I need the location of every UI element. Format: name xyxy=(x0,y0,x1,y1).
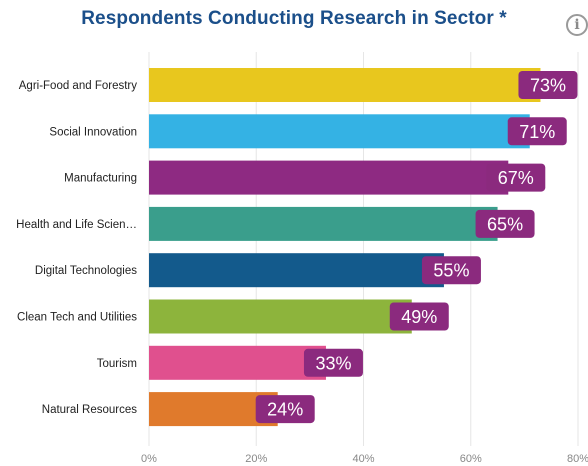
data-label-text: 49% xyxy=(401,307,437,327)
category-label: Health and Life Scien… xyxy=(16,219,137,231)
category-label: Natural Resources xyxy=(42,404,137,416)
data-label: 71% xyxy=(507,117,567,146)
data-label: 33% xyxy=(303,348,363,377)
bars xyxy=(149,68,541,427)
category-label: Tourism xyxy=(97,358,137,370)
x-tick-label: 40% xyxy=(352,453,374,465)
data-label: 67% xyxy=(486,163,546,192)
data-label-text: 73% xyxy=(530,76,566,96)
data-label-background xyxy=(389,302,449,331)
bar[interactable] xyxy=(149,253,444,288)
category-label: Agri-Food and Forestry xyxy=(19,80,137,92)
category-label: Manufacturing xyxy=(64,173,137,185)
data-label-background xyxy=(475,209,535,238)
bar[interactable] xyxy=(149,206,498,241)
info-icon[interactable]: i xyxy=(566,14,588,36)
grid-lines xyxy=(148,52,579,446)
bar[interactable] xyxy=(149,160,509,195)
x-tick-label: 20% xyxy=(245,453,267,465)
bar[interactable] xyxy=(149,299,412,334)
data-label-text: 24% xyxy=(267,400,303,420)
data-labels: 73% 71% 67% 65% 55% 49% 33% 24% xyxy=(255,71,578,424)
bar[interactable] xyxy=(149,68,541,102)
data-label-background xyxy=(507,117,567,146)
data-label: 24% xyxy=(255,395,315,424)
data-label: 73% xyxy=(518,71,578,99)
data-label-text: 65% xyxy=(487,214,523,234)
data-label-background xyxy=(518,71,578,99)
data-label-background xyxy=(255,395,315,424)
category-label: Digital Technologies xyxy=(35,265,137,277)
bar[interactable] xyxy=(149,345,326,380)
data-label-background xyxy=(303,348,363,377)
data-label-text: 71% xyxy=(519,122,555,142)
category-label: Social Innovation xyxy=(49,126,137,138)
data-label: 49% xyxy=(389,302,449,331)
data-label-text: 33% xyxy=(315,353,351,373)
data-label-background xyxy=(486,163,546,192)
category-label: Clean Tech and Utilities xyxy=(17,312,137,324)
x-tick-label: 0% xyxy=(141,453,157,465)
data-label: 55% xyxy=(421,256,481,285)
data-label-text: 67% xyxy=(498,168,534,188)
x-tick-label: 80% xyxy=(567,453,588,465)
category-labels: Agri-Food and Forestry Social Innovation M… xyxy=(16,80,137,416)
data-label-background xyxy=(421,256,481,285)
x-axis-ticks: 0% 20% 40% 60% 80% xyxy=(141,453,588,465)
x-tick-label: 60% xyxy=(460,453,482,465)
data-label-text: 55% xyxy=(433,261,469,281)
data-label: 65% xyxy=(475,209,535,238)
chart-title: Respondents Conducting Research in Secto… xyxy=(81,8,507,29)
bar[interactable] xyxy=(149,114,530,149)
